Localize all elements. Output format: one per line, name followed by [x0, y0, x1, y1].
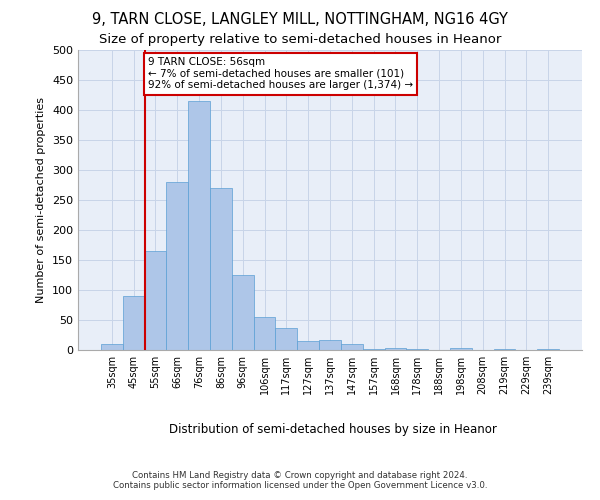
Bar: [166, 182, 188, 350]
Bar: [232, 275, 254, 350]
Bar: [363, 349, 385, 350]
Bar: [254, 317, 275, 350]
Bar: [385, 348, 406, 350]
Text: 9, TARN CLOSE, LANGLEY MILL, NOTTINGHAM, NG16 4GY: 9, TARN CLOSE, LANGLEY MILL, NOTTINGHAM,…: [92, 12, 508, 28]
Bar: [210, 188, 232, 350]
Y-axis label: Number of semi-detached properties: Number of semi-detached properties: [37, 97, 46, 303]
Bar: [406, 349, 428, 350]
Bar: [101, 344, 123, 350]
Bar: [275, 328, 297, 350]
Text: Size of property relative to semi-detached houses in Heanor: Size of property relative to semi-detach…: [99, 32, 501, 46]
Bar: [450, 348, 472, 350]
Text: Contains HM Land Registry data © Crown copyright and database right 2024.
Contai: Contains HM Land Registry data © Crown c…: [113, 470, 487, 490]
Bar: [188, 101, 210, 350]
Bar: [537, 349, 559, 350]
Text: Distribution of semi-detached houses by size in Heanor: Distribution of semi-detached houses by …: [169, 422, 497, 436]
Bar: [341, 344, 363, 350]
Bar: [123, 296, 145, 350]
Bar: [145, 251, 166, 350]
Text: 9 TARN CLOSE: 56sqm
← 7% of semi-detached houses are smaller (101)
92% of semi-d: 9 TARN CLOSE: 56sqm ← 7% of semi-detache…: [148, 57, 413, 90]
Bar: [297, 341, 319, 350]
Bar: [319, 340, 341, 350]
